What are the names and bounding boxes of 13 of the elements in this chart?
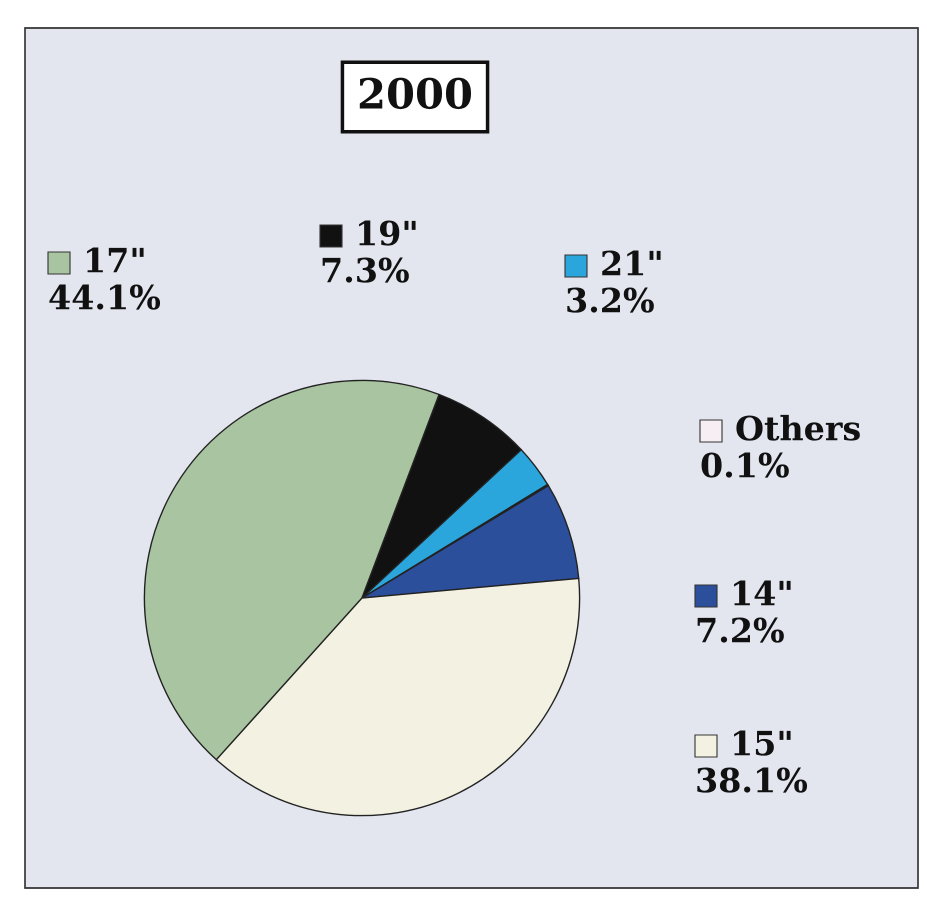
legend-label: 17"	[87, 247, 144, 272]
data-label: 7.3%	[322, 257, 409, 283]
legend-label: 21"	[602, 250, 661, 276]
data-label: 0.1%	[702, 452, 789, 478]
data-label: 38.1%	[697, 767, 808, 793]
data-label: 44.1%	[49, 284, 160, 310]
data-label: 7.2%	[698, 617, 784, 643]
legend-label: 14"	[734, 580, 791, 606]
legend-label: 15"	[734, 730, 791, 756]
chart-title: 2000	[360, 78, 472, 110]
legend-label: Others	[736, 414, 860, 441]
data-label: 3.2%	[567, 287, 654, 313]
legend-label: 19"	[359, 220, 416, 246]
